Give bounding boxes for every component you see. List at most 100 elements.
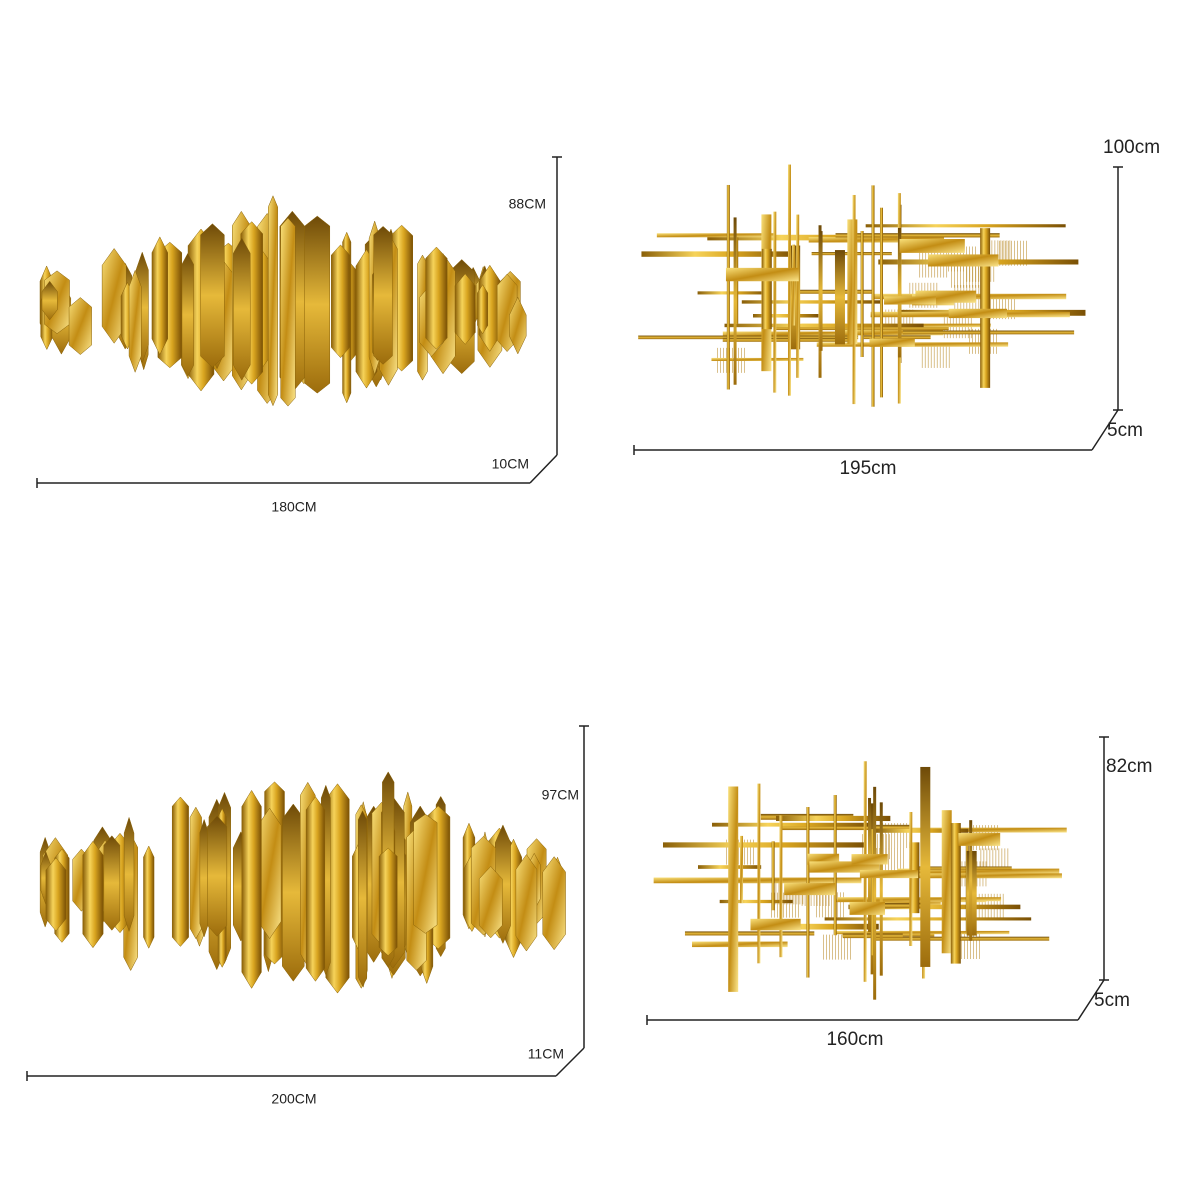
wire-cluster (823, 934, 851, 960)
gold-plate (927, 254, 999, 267)
gold-plate (750, 918, 801, 931)
gold-bar (865, 224, 1066, 228)
gold-prism (478, 866, 503, 939)
gold-post (852, 194, 856, 405)
height-label: 97CM (542, 787, 579, 803)
gold-post (726, 184, 730, 390)
gold-prism (280, 217, 296, 407)
width-label: 180CM (271, 499, 316, 515)
gold-prism (542, 856, 566, 951)
gold-bar (741, 300, 882, 304)
gold-post (870, 829, 874, 956)
gold-prism (357, 810, 368, 987)
gold-bar (697, 291, 767, 295)
gold-bar (863, 335, 931, 340)
gold-post (740, 835, 744, 904)
sculptures (39, 164, 1086, 1000)
gold-bar (753, 313, 819, 318)
gold-post (871, 185, 875, 407)
depth-label: 5cm (1107, 420, 1143, 441)
dimension-lines: 97CM 11CM 200CM (26, 725, 589, 1107)
gold-prism (181, 252, 194, 377)
gold-prism (425, 246, 448, 350)
gold-post (771, 841, 775, 911)
gold-bar (782, 824, 912, 831)
gold-prism (268, 195, 278, 407)
gold-bar (897, 868, 1060, 875)
gold-prism (373, 226, 393, 365)
gold-post (728, 786, 739, 992)
gold-bar (843, 329, 944, 336)
gold-bar (711, 357, 804, 362)
gold-prism (509, 296, 527, 355)
gold-plate (899, 239, 965, 253)
gold-prism (331, 244, 351, 359)
gold-prism (477, 284, 489, 335)
gold-bar (789, 289, 873, 294)
gold-plate (809, 861, 880, 873)
gold-prism (305, 796, 326, 982)
width-label: 160cm (826, 1029, 883, 1050)
gold-prism (151, 236, 168, 356)
width-label: 195cm (839, 458, 896, 479)
gold-plate (851, 854, 888, 865)
gold-plate (849, 901, 886, 915)
dimension-lines: 82cm 5cm 160cm (646, 736, 1152, 1050)
gold-post (920, 766, 931, 967)
gold-prism (41, 280, 58, 321)
gold-prism (200, 223, 225, 368)
gold-prism (82, 840, 104, 949)
width-label: 200CM (271, 1091, 316, 1107)
gold-post (733, 217, 737, 385)
gold-bar (910, 873, 1062, 879)
gold-post (879, 802, 883, 976)
depth-label: 5cm (1094, 990, 1130, 1011)
gold-prism (143, 845, 155, 949)
gold-plate (859, 870, 919, 879)
gold-post (873, 786, 877, 1000)
gold-post (847, 219, 858, 345)
gold-prism (233, 237, 251, 381)
gold-prism (103, 835, 121, 931)
height-label: 82cm (1106, 756, 1152, 777)
gold-bar (641, 251, 795, 257)
gold-post (757, 783, 761, 964)
gold-bar (712, 822, 871, 827)
gold-plate (884, 296, 936, 305)
depth-label: 11CM (528, 1046, 564, 1062)
gold-bar (684, 931, 815, 936)
gold-bar (724, 323, 924, 328)
gold-post (950, 823, 961, 964)
wire-cluster (921, 342, 950, 368)
gold-bar (638, 335, 859, 340)
gold-plate (725, 267, 799, 282)
dimension-lines: 100cm 5cm 195cm (633, 137, 1160, 479)
gold-post (792, 244, 796, 326)
gold-bar (692, 941, 788, 948)
gold-bar (719, 899, 793, 904)
gold-bar (910, 866, 1012, 870)
gold-prism (413, 813, 438, 934)
gold-prism (171, 796, 189, 947)
wire-cluster (815, 892, 844, 918)
gold-post (834, 250, 845, 345)
gold-prism (325, 783, 350, 994)
gold-post (819, 231, 823, 351)
dimension-lines: 88CM 10CM 180CM (36, 156, 562, 515)
gold-prism (207, 815, 228, 937)
depth-label: 10CM (492, 456, 529, 472)
gold-bar (848, 904, 1021, 910)
gold-prism (378, 847, 398, 956)
gold-prism (128, 269, 142, 373)
gold-post (909, 811, 913, 946)
gold-bar (761, 923, 879, 930)
gold-bar (863, 903, 924, 909)
gold-post (773, 211, 777, 393)
gold-prism (241, 789, 262, 989)
gold-bar (662, 842, 865, 848)
gold-post (941, 810, 952, 954)
dimension-line (646, 736, 1109, 1025)
gold-plate (958, 833, 1001, 846)
gold-bar (808, 237, 945, 243)
